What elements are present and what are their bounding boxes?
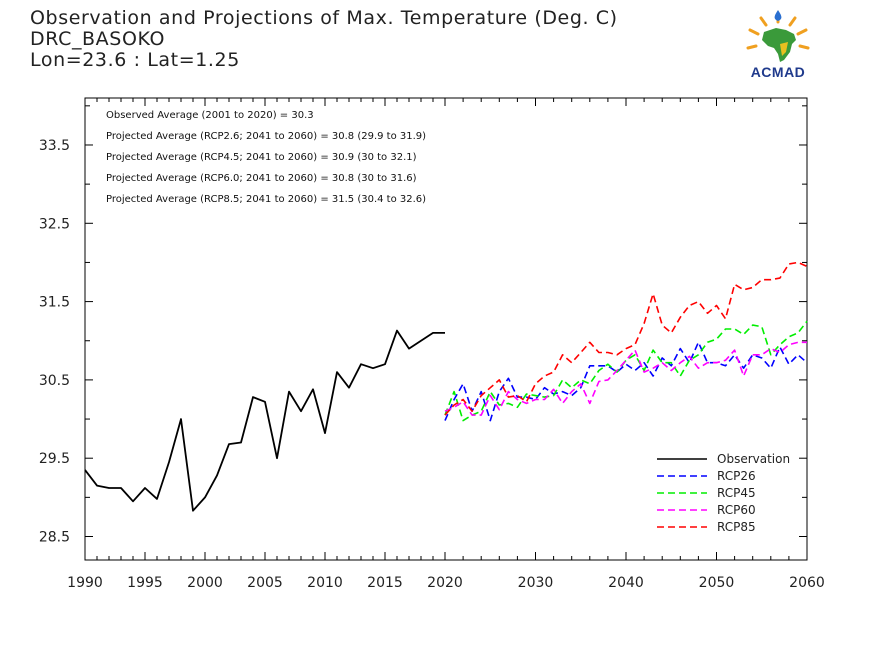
chart-title: Observation and Projections of Max. Temp… bbox=[30, 7, 618, 29]
acmad-logo: ACMAD bbox=[738, 8, 818, 84]
annotation-line: Projected Average (RCP4.5; 2041 to 2060)… bbox=[106, 152, 417, 163]
y-tick-label: 29.5 bbox=[39, 451, 70, 467]
x-tick-label: 2040 bbox=[608, 575, 644, 591]
africa-map-logo-icon bbox=[746, 10, 810, 62]
logo-text: ACMAD bbox=[750, 64, 806, 80]
series-lines bbox=[84, 261, 808, 512]
legend-label-rcp26: RCP26 bbox=[717, 469, 756, 483]
y-tick-label: 32.5 bbox=[39, 216, 70, 232]
x-tick-label: 2015 bbox=[367, 575, 403, 591]
x-tick-label: 2010 bbox=[307, 575, 343, 591]
x-tick-label: 1990 bbox=[67, 575, 103, 591]
x-tick-label: 1995 bbox=[127, 575, 163, 591]
station-name: DRC_BASOKO bbox=[30, 28, 166, 50]
x-axis: 1990 1995 2000 2005 2010 2015 2020 2030 2040 2050… bbox=[67, 98, 825, 591]
y-tick-label: 30.5 bbox=[39, 373, 70, 389]
annotation-line: Projected Average (RCP8.5; 2041 to 2060)… bbox=[106, 194, 426, 205]
legend-label-rcp45: RCP45 bbox=[717, 486, 756, 500]
series-line-observation bbox=[84, 329, 445, 512]
series-line-rcp45 bbox=[444, 320, 808, 422]
annotation-line: Observed Average (2001 to 2020) = 30.3 bbox=[106, 110, 314, 121]
legend-label-rcp60: RCP60 bbox=[717, 503, 756, 517]
chart-title-block: Observation and Projections of Max. Temp… bbox=[30, 8, 618, 71]
series-line-rcp60 bbox=[444, 341, 807, 416]
annotation-line: Projected Average (RCP6.0; 2041 to 2060)… bbox=[106, 173, 417, 184]
x-tick-label: 2000 bbox=[187, 575, 223, 591]
y-tick-label: 33.5 bbox=[39, 138, 70, 154]
annotation-line: Projected Average (RCP2.6; 2041 to 2060)… bbox=[106, 131, 426, 142]
y-axis: 28.5 29.5 30.5 31.5 32.5 33.5 bbox=[39, 105, 807, 546]
plot-frame bbox=[84, 97, 808, 561]
x-tick-label: 2030 bbox=[518, 575, 554, 591]
plot-border bbox=[84, 97, 808, 561]
x-tick-label: 2060 bbox=[789, 575, 825, 591]
station-coordinates: Lon=23.6 : Lat=1.25 bbox=[30, 49, 240, 71]
y-tick-label: 31.5 bbox=[39, 295, 70, 311]
series-line-rcp85 bbox=[444, 261, 808, 416]
x-tick-label: 2005 bbox=[247, 575, 283, 591]
legend: Observation RCP26 RCP45 RCP60 RCP85 bbox=[657, 452, 790, 534]
legend-label-observation: Observation bbox=[717, 452, 790, 466]
y-tick-label: 28.5 bbox=[39, 530, 70, 546]
legend-label-rcp85: RCP85 bbox=[717, 520, 756, 534]
annotation-block: Observed Average (2001 to 2020) = 30.3 Pr… bbox=[106, 110, 426, 205]
x-tick-label: 2050 bbox=[699, 575, 735, 591]
x-tick-label: 2020 bbox=[427, 575, 463, 591]
